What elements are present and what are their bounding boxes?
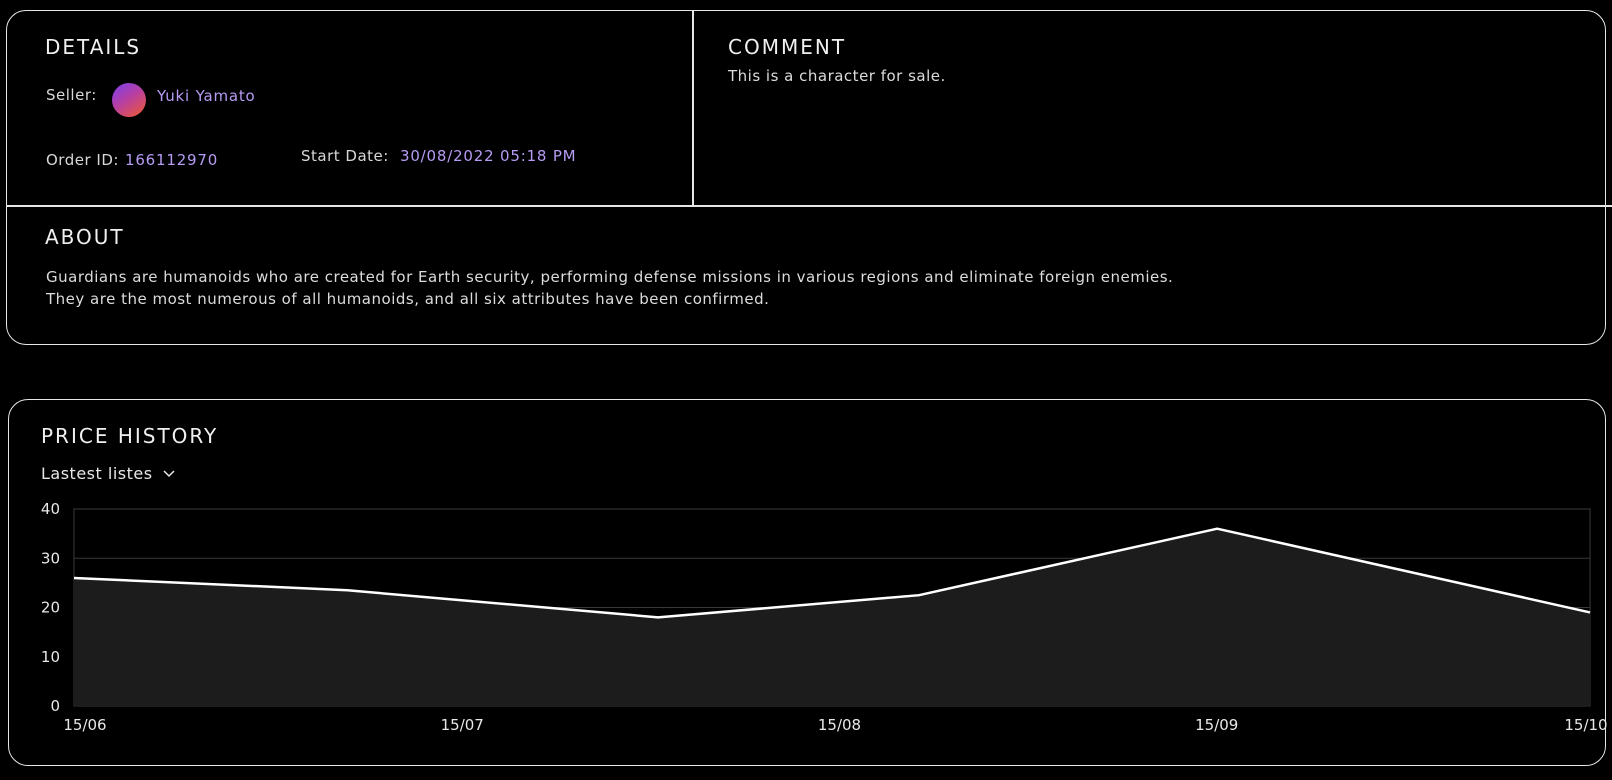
comment-text: This is a character for sale. [728, 65, 946, 87]
x-axis-ticks: 15/06 15/07 15/08 15/09 15/10 [63, 716, 1607, 734]
seller-label: Seller: [46, 86, 97, 104]
price-area [74, 529, 1590, 706]
avatar[interactable] [112, 83, 146, 117]
y-tick-label: 20 [41, 599, 60, 617]
price-history-card: PRICE HISTORY Lastest listes 0 10 20 30 40 1… [8, 399, 1606, 766]
y-tick-label: 40 [41, 500, 60, 518]
details-title: DETAILS [45, 35, 141, 59]
start-date-label: Start Date: [301, 147, 389, 165]
about-text-line-2: They are the most numerous of all humano… [46, 288, 769, 310]
seller-name-link[interactable]: Yuki Yamato [157, 87, 256, 105]
section-divider-horizontal [7, 205, 1612, 207]
section-divider-vertical [692, 11, 694, 205]
price-chart: 0 10 20 30 40 15/06 15/07 15/08 15/09 15/10 [9, 400, 1607, 767]
y-tick-label: 30 [41, 549, 60, 567]
order-id-value: 166112970 [125, 151, 218, 169]
x-tick-label: 15/10 [1564, 716, 1607, 734]
x-tick-label: 15/06 [63, 716, 106, 734]
about-title: ABOUT [45, 225, 125, 249]
details-card: DETAILS Seller: Yuki Yamato Order ID: 16… [6, 10, 1606, 345]
order-id-label: Order ID: [46, 151, 119, 169]
y-tick-label: 0 [50, 697, 60, 715]
comment-title: COMMENT [728, 35, 846, 59]
chart-area [74, 529, 1590, 706]
x-tick-label: 15/09 [1195, 716, 1238, 734]
start-date-value: 30/08/2022 05:18 PM [400, 147, 576, 165]
x-tick-label: 15/07 [441, 716, 484, 734]
y-axis-ticks: 0 10 20 30 40 [41, 500, 60, 715]
y-tick-label: 10 [41, 648, 60, 666]
x-tick-label: 15/08 [818, 716, 861, 734]
about-text-line-1: Guardians are humanoids who are created … [46, 266, 1173, 288]
